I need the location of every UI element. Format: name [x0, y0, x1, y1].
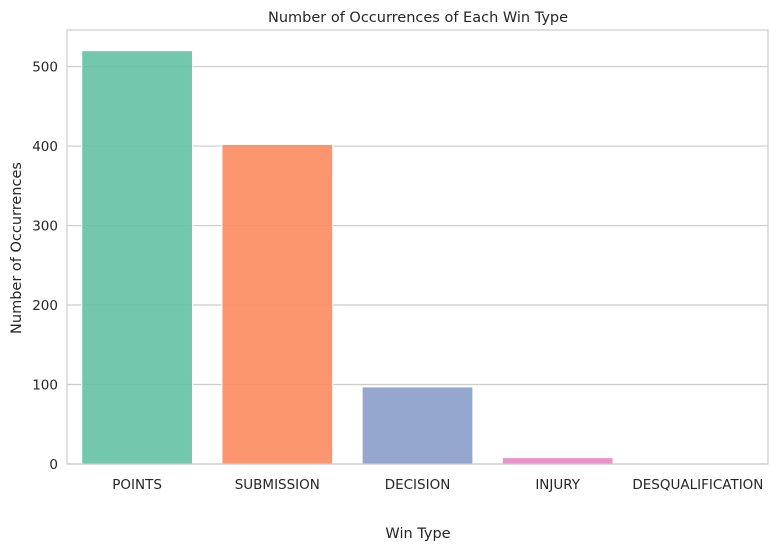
y-tick-labels: 0 100 200 300 400 500: [32, 60, 58, 473]
x-tick-label-injury: INJURY: [535, 477, 580, 493]
x-tick-labels: POINTS SUBMISSION DECISION INJURY DESQUALIFI…: [112, 477, 763, 493]
y-tick-label-4: 400: [32, 139, 58, 155]
x-axis-label: Win Type: [385, 526, 450, 542]
y-tick-label-2: 200: [32, 298, 58, 314]
x-tick-label-points: POINTS: [112, 477, 162, 493]
y-axis-label: Number of Occurrences: [9, 162, 25, 334]
chart-title: Number of Occurrences of Each Win Type: [268, 10, 568, 26]
y-tick-label-1: 100: [32, 378, 58, 394]
x-tick-label-decision: DECISION: [385, 477, 451, 493]
y-tick-label-5: 500: [32, 60, 58, 76]
y-tick-label-0: 0: [49, 457, 58, 473]
bars: [81, 50, 754, 465]
x-tick-label-submission: SUBMISSION: [235, 477, 320, 493]
bar-points: [81, 50, 193, 465]
bar-decision: [361, 386, 474, 465]
bar-injury: [501, 457, 614, 465]
bar-submission: [221, 143, 334, 465]
plot-frame: [66, 29, 769, 465]
y-tick-label-3: 300: [32, 219, 58, 235]
x-tick-label-desqualification: DESQUALIFICATION: [632, 477, 763, 493]
